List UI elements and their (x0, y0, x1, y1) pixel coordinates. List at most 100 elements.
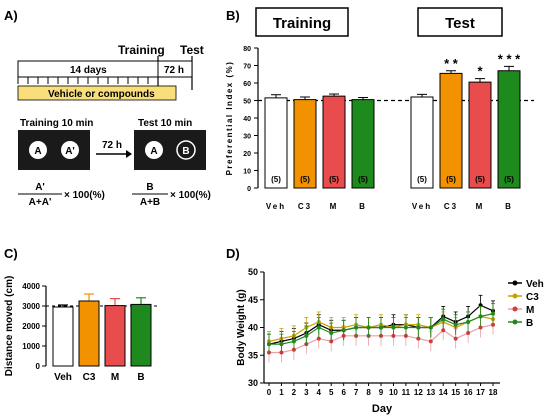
data-point (441, 328, 446, 333)
group-test-box (417, 7, 503, 37)
x-tick-label: 8 (366, 388, 371, 397)
object-a-prime-training (61, 141, 79, 159)
data-point (316, 325, 321, 330)
x-tick-label: 5 (329, 388, 334, 397)
chart-b: 0 10 20 30 40 50 60 70 80 Preferential Index (%) (… (225, 46, 534, 211)
data-point (304, 333, 309, 338)
panel-b-label: B) (226, 8, 240, 23)
bar (439, 72, 463, 189)
data-point (341, 328, 346, 333)
timeline-delay: 72 h (164, 65, 184, 76)
x-tick-label: 9 (379, 388, 384, 397)
y-tick-label: 60 (243, 81, 251, 88)
bar (497, 70, 521, 189)
arrow-delay-label: 72 h (102, 140, 122, 151)
legend-marker (512, 319, 518, 325)
x-tick-label: 13 (426, 388, 435, 397)
bar (104, 305, 126, 367)
x-tick-label: C3 (83, 372, 96, 383)
timeline-box (17, 60, 193, 78)
timeline-day-ticks (17, 77, 159, 84)
x-tick-label: 0 (267, 388, 272, 397)
x-tick-label: 3 (304, 388, 309, 397)
y-tick-label: 0 (247, 186, 251, 193)
x-tick-label: C3 (298, 202, 312, 211)
bar (52, 306, 74, 367)
significance-label: * * * (498, 51, 521, 66)
y-tick-label: 20 (243, 151, 251, 158)
data-point (453, 336, 458, 341)
formula-test-numerator: B (146, 182, 153, 193)
test-box-title: Test 10 min (138, 118, 192, 129)
formula-train-denominator: A+A' (29, 197, 52, 208)
data-point (491, 311, 495, 316)
x-tick-label: 18 (489, 388, 498, 397)
data-point (366, 325, 371, 330)
data-point (428, 325, 433, 330)
bar (468, 81, 492, 189)
n-label: (5) (446, 175, 456, 184)
x-tick-label: M (476, 202, 485, 211)
group-training-box (255, 7, 349, 37)
x-tick-label: 6 (341, 388, 346, 397)
x-tick-label: B (359, 202, 367, 211)
object-label: B (182, 146, 189, 157)
y-tick-label: 50 (248, 267, 258, 277)
timeline-training-label: Training (118, 43, 165, 57)
x-tick-label: 12 (414, 388, 423, 397)
data-point (316, 336, 321, 341)
legend-marker (512, 293, 518, 299)
formula-test-mult: × 100(%) (170, 190, 211, 201)
y-tick-label: 30 (248, 378, 258, 388)
legend-label: Veh (526, 279, 544, 290)
y-tick-label: 4000 (22, 282, 40, 291)
data-point (428, 339, 433, 344)
x-tick-label: Veh (54, 372, 72, 383)
panel-a-label: A) (4, 8, 18, 23)
data-point (466, 319, 471, 324)
object-a-training (29, 141, 47, 159)
data-point (441, 317, 446, 322)
y-tick-label: 80 (243, 46, 251, 53)
y-tick-label: 0 (36, 362, 41, 371)
data-point (267, 342, 271, 347)
x-tick-label: Veh (412, 202, 432, 211)
y-tick-label: 50 (243, 99, 251, 106)
n-label: (5) (475, 175, 485, 184)
x-tick-label: 7 (354, 388, 359, 397)
x-tick-label: B (505, 202, 513, 211)
y-tick-label: 40 (248, 323, 258, 333)
y-tick-label: 45 (248, 295, 258, 305)
significance-label: * * (444, 56, 459, 71)
formula-train-numerator: A' (35, 182, 45, 193)
data-point (491, 322, 495, 327)
timeline-days: 14 days (70, 65, 107, 76)
data-point (279, 342, 284, 347)
y-tick-label: 2000 (22, 322, 40, 331)
x-tick-label: 16 (464, 388, 473, 397)
treatment-label: Vehicle or compounds (48, 89, 155, 100)
x-tick-label: B (137, 372, 144, 383)
training-arena (18, 130, 90, 170)
y-tick-label: 1000 (22, 342, 40, 351)
object-label: A (34, 146, 41, 157)
panel-b: B) Training Test 0 10 20 30 40 50 60 70 80 Prefer… (225, 7, 534, 211)
x-tick-label: Veh (266, 202, 286, 211)
bar (130, 303, 152, 367)
panel-c-label: C) (4, 246, 18, 261)
x-tick-label: 4 (317, 388, 322, 397)
x-tick-label: 2 (292, 388, 297, 397)
x-axis-title: Day (372, 403, 393, 415)
data-point (466, 331, 471, 336)
bar (78, 300, 100, 367)
legend-label: C3 (526, 292, 539, 303)
group-training-label: Training (273, 15, 331, 32)
y-tick-label: 10 (243, 169, 251, 176)
object-a-test (145, 141, 163, 159)
significance-label: * (477, 64, 483, 79)
training-box-title: Training 10 min (20, 118, 93, 129)
x-tick-label: 17 (476, 388, 485, 397)
